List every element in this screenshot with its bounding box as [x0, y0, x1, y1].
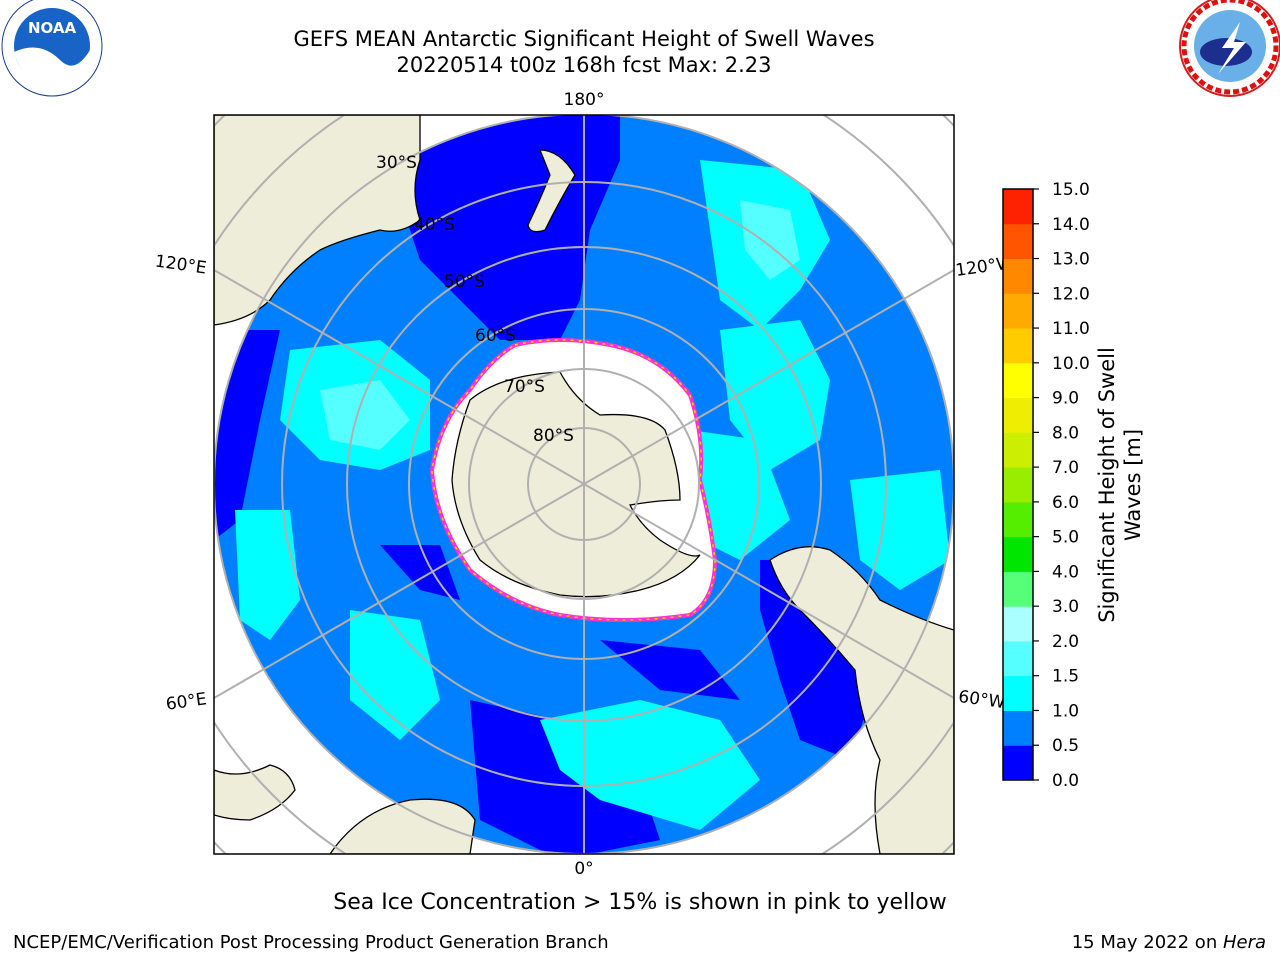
- africa: [329, 798, 476, 854]
- madagascar: [214, 764, 296, 821]
- map-area: 30°S 40°S 50°S 60°S 70°S 80°S: [214, 115, 954, 854]
- sea-ice-note: Sea Ice Concentration > 15% is shown in …: [333, 890, 947, 915]
- australia: [214, 115, 421, 326]
- footer-machine: Hera: [1222, 932, 1266, 953]
- colorbar-tick-label: 7.0: [1052, 458, 1079, 478]
- noaa-logo: NOAA: [1, 0, 103, 97]
- colorbar-segment: [1003, 675, 1033, 711]
- noaa-logo-text: NOAA: [28, 19, 77, 37]
- lon-label-120e: 120°E: [154, 252, 208, 279]
- colorbar-tick-label: 12.0: [1052, 284, 1090, 304]
- colorbar-segment: [1003, 293, 1033, 329]
- south-america: [769, 546, 954, 854]
- colorbar-tick-label: 8.0: [1052, 423, 1079, 443]
- colorbar-tick-label: 3.0: [1052, 597, 1079, 617]
- lat-label-70s: 70°S: [504, 377, 545, 397]
- chart-subtitle: 20220514 t00z 168h fcst Max: 2.23: [396, 53, 772, 77]
- colorbar-segment: [1003, 710, 1033, 746]
- colorbar-tick-label: 5.0: [1052, 528, 1079, 548]
- colorbar-segment: [1003, 640, 1033, 677]
- colorbar-segment: [1003, 745, 1033, 781]
- colorbar-segment: [1003, 258, 1033, 294]
- colorbar-tick-label: 15.0: [1052, 180, 1090, 200]
- colorbar-label-line2: Waves [m]: [1121, 429, 1145, 541]
- mid-swell-patches: [235, 160, 950, 830]
- colorbar-tick-label: 0.0: [1052, 771, 1079, 791]
- map-frame: [213, 114, 955, 855]
- colorbar-tick-label: 1.5: [1052, 667, 1079, 687]
- colorbar-segment: [1003, 362, 1033, 399]
- colorbar-frame: [1002, 188, 1034, 781]
- colorbar-segment: [1003, 606, 1033, 642]
- colorbar-segment: [1003, 571, 1033, 607]
- nws-logo: [1179, 0, 1280, 97]
- low-swell-patches: [214, 115, 870, 854]
- colorbar-segment: [1003, 223, 1033, 260]
- colorbar-segment: [1003, 189, 1033, 225]
- colorbar-tick-label: 11.0: [1052, 319, 1090, 339]
- colorbar-tick-label: 4.0: [1052, 562, 1079, 582]
- lon-label-60e: 60°E: [165, 689, 208, 714]
- sea-ice-edge: [431, 339, 716, 621]
- chart-title: GEFS MEAN Antarctic Significant Height o…: [293, 27, 875, 51]
- lat-label-60s: 60°S: [475, 326, 516, 346]
- colorbar-segment: [1003, 328, 1033, 364]
- colorbar-label: Significant Height of Swell Waves [m]: [1095, 347, 1145, 623]
- lat-label-30s: 30°S: [376, 153, 417, 173]
- footer-credit: NCEP/EMC/Verification Post Processing Pr…: [13, 932, 609, 953]
- colorbar-tick-label: 1.0: [1052, 701, 1079, 721]
- lon-label-60w: 60°W: [957, 687, 1006, 713]
- colorbar-segment: [1003, 536, 1033, 572]
- colorbar-tick-label: 0.5: [1052, 736, 1079, 756]
- colorbar-tick-label: 13.0: [1052, 250, 1090, 270]
- colorbar-tick-label: 9.0: [1052, 389, 1079, 409]
- colorbar-segment: [1003, 467, 1033, 503]
- colorbar-segment: [1003, 397, 1033, 433]
- lon-label-180: 180°: [564, 90, 605, 110]
- upper-swell-patches: [320, 200, 800, 450]
- colorbar-segment: [1003, 432, 1033, 468]
- lat-label-80s: 80°S: [533, 426, 574, 446]
- colorbar-label-line1: Significant Height of Swell: [1095, 347, 1119, 623]
- lat-label-40s: 40°S: [414, 215, 455, 235]
- colorbar-tick-label: 10.0: [1052, 354, 1090, 374]
- footer-date-text: 15 May 2022 on: [1071, 932, 1223, 953]
- colorbar-tick-label: 14.0: [1052, 215, 1090, 235]
- new-zealand: [527, 149, 576, 233]
- colorbar-tick-label: 2.0: [1052, 632, 1079, 652]
- lat-label-50s: 50°S: [444, 272, 485, 292]
- graticule: [214, 115, 954, 854]
- colorbar: 0.0 0.5 1.0 1.5 2.0 3.0 4.0 5.0 6.0 7.0 8.0 9.0 10.0…: [1003, 180, 1090, 791]
- antarctica: [451, 371, 701, 598]
- footer-date: 15 May 2022 on Hera: [1072, 932, 1266, 953]
- colorbar-tick-label: 6.0: [1052, 493, 1079, 513]
- colorbar-segment: [1003, 501, 1033, 538]
- lon-label-0: 0°: [574, 859, 593, 879]
